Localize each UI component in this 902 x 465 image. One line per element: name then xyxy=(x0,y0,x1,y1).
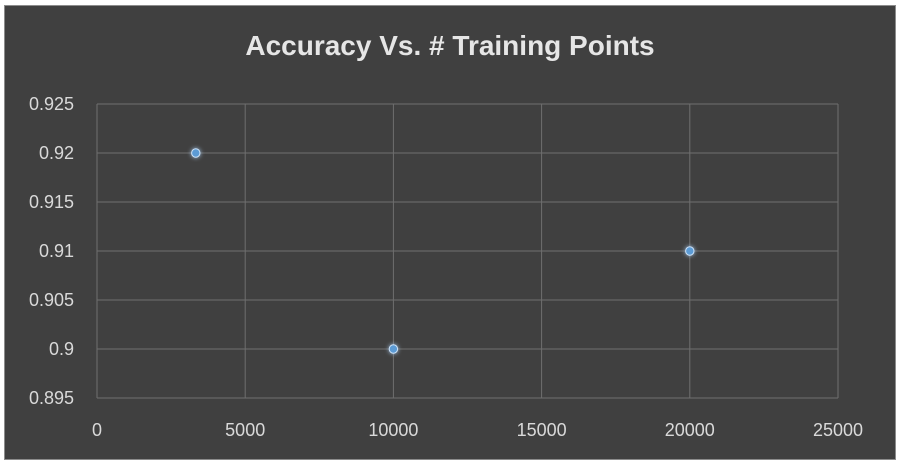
y-tick-label: 0.925 xyxy=(29,94,74,114)
y-tick-label: 0.91 xyxy=(39,241,74,261)
x-tick-label: 0 xyxy=(92,420,102,440)
x-tick-label: 15000 xyxy=(517,420,567,440)
chart-title: Accuracy Vs. # Training Points xyxy=(245,30,655,61)
x-tick-label: 25000 xyxy=(813,420,863,440)
x-tick-label: 20000 xyxy=(665,420,715,440)
data-point xyxy=(388,344,399,354)
x-tick-label: 10000 xyxy=(368,420,418,440)
data-point xyxy=(685,246,695,256)
y-tick-label: 0.905 xyxy=(29,290,74,310)
x-tick-label: 5000 xyxy=(225,420,265,440)
y-tick-label: 0.92 xyxy=(39,143,74,163)
y-tick-label: 0.9 xyxy=(49,339,74,359)
y-tick-label: 0.915 xyxy=(29,192,74,212)
chart-area xyxy=(4,5,896,460)
data-point xyxy=(191,148,201,158)
y-tick-label: 0.895 xyxy=(29,388,74,408)
